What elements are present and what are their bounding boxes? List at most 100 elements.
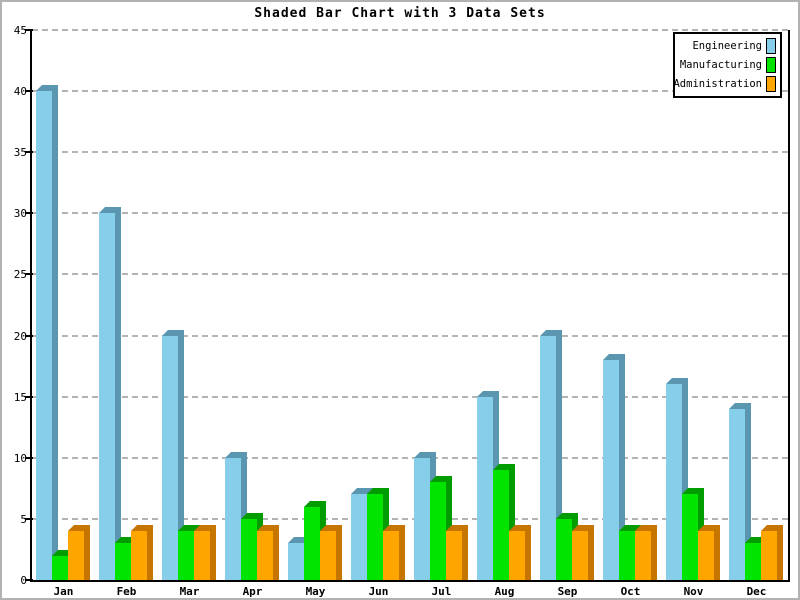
plot-right-border (788, 30, 790, 580)
bar-top-administration-jul (446, 525, 468, 531)
bar-top-engineering-jun (351, 488, 373, 494)
bar-top-administration-jan (68, 525, 90, 531)
bar-top-manufacturing-aug (493, 464, 515, 470)
y-tick-30 (25, 212, 33, 215)
bar-top-engineering-dec (729, 403, 751, 409)
legend-item-administration: Administration (673, 75, 776, 93)
bar-engineering-jun (351, 494, 367, 580)
bar-side-administration-jul (462, 525, 468, 580)
x-label-aug: Aug (494, 585, 515, 598)
y-tick-0 (25, 579, 33, 581)
bar-administration-feb (131, 531, 147, 580)
bar-manufacturing-mar (178, 531, 194, 580)
bar-side-administration-sep (588, 525, 594, 580)
y-tick-label-5: 5 (20, 512, 27, 526)
legend: Engineering Manufacturing Administration (673, 32, 782, 98)
bar-manufacturing-dec (745, 543, 761, 580)
bar-top-manufacturing-sep (556, 513, 578, 519)
bar-administration-apr (257, 531, 273, 580)
bar-side-administration-aug (525, 525, 531, 580)
bar-administration-jun (383, 531, 399, 580)
bar-administration-mar (194, 531, 210, 580)
bar-top-manufacturing-oct (619, 525, 641, 531)
bar-side-administration-oct (651, 525, 657, 580)
bar-top-manufacturing-may (304, 501, 326, 507)
y-tick-35 (25, 151, 33, 154)
bar-top-engineering-jan (36, 85, 58, 91)
y-tick-25 (25, 273, 33, 276)
bar-top-administration-jun (383, 525, 405, 531)
bar-top-engineering-nov (666, 378, 688, 384)
y-tick-label-15: 15 (13, 390, 27, 404)
y-tick-label-45: 45 (13, 24, 27, 37)
bar-top-administration-oct (635, 525, 657, 531)
gridline-30 (32, 212, 788, 215)
y-tick-label-30: 30 (13, 207, 27, 221)
y-tick-45 (25, 29, 33, 31)
bar-top-engineering-jul (414, 452, 436, 458)
x-label-may: May (305, 585, 326, 598)
bar-top-engineering-may (288, 537, 310, 543)
x-label-jun: Jun (368, 585, 389, 598)
y-tick-label-35: 35 (13, 146, 27, 160)
bar-administration-sep (572, 531, 588, 580)
bar-top-administration-aug (509, 525, 531, 531)
bar-manufacturing-aug (493, 470, 509, 580)
bar-top-administration-mar (194, 525, 216, 531)
x-label-oct: Oct (620, 585, 641, 598)
bar-administration-oct (635, 531, 651, 580)
bar-top-engineering-sep (540, 330, 562, 336)
bar-top-manufacturing-apr (241, 513, 263, 519)
bar-top-manufacturing-jan (52, 550, 74, 556)
y-tick-5 (25, 517, 33, 520)
bar-manufacturing-jun (367, 494, 383, 580)
bar-manufacturing-oct (619, 531, 635, 580)
bar-top-manufacturing-jun (367, 488, 389, 494)
bar-top-engineering-feb (99, 207, 121, 213)
bar-engineering-feb (99, 213, 115, 580)
bar-top-manufacturing-feb (115, 537, 137, 543)
bar-engineering-apr (225, 458, 241, 580)
y-tick-label-10: 10 (13, 451, 27, 465)
x-label-apr: Apr (242, 585, 263, 598)
legend-item-manufacturing: Manufacturing (677, 56, 776, 74)
bar-engineering-mar (162, 336, 178, 580)
bar-top-administration-feb (131, 525, 153, 531)
bar-top-administration-nov (698, 525, 720, 531)
bar-engineering-jan (36, 91, 52, 580)
bar-engineering-sep (540, 336, 556, 580)
bar-engineering-jul (414, 458, 430, 580)
chart-title: Shaded Bar Chart with 3 Data Sets (254, 6, 546, 21)
gridline-45 (32, 29, 788, 31)
bar-manufacturing-apr (241, 519, 257, 580)
x-label-jan: Jan (53, 585, 74, 598)
gridline-40 (32, 90, 788, 93)
x-label-feb: Feb (116, 585, 137, 598)
bar-engineering-oct (603, 360, 619, 580)
bar-top-administration-dec (761, 525, 783, 531)
bar-top-manufacturing-nov (682, 488, 704, 494)
y-tick-10 (25, 456, 33, 459)
bar-side-engineering-oct (619, 354, 625, 580)
bar-top-manufacturing-jul (430, 476, 452, 482)
bar-administration-dec (761, 531, 777, 580)
x-axis-line (30, 580, 790, 582)
gridline-15 (32, 395, 788, 398)
x-label-nov: Nov (683, 585, 704, 598)
bar-side-engineering-feb (115, 207, 121, 580)
bar-top-administration-sep (572, 525, 594, 531)
manufacturing-swatch (766, 57, 776, 73)
bar-manufacturing-may (304, 507, 320, 580)
bar-manufacturing-nov (682, 494, 698, 580)
bar-side-engineering-dec (745, 403, 751, 580)
legend-label-administration: Administration (673, 78, 762, 90)
y-tick-15 (25, 395, 33, 398)
bar-side-engineering-mar (178, 330, 184, 580)
bar-top-administration-apr (257, 525, 279, 531)
bar-top-manufacturing-mar (178, 525, 200, 531)
bar-top-engineering-mar (162, 330, 184, 336)
bar-side-engineering-jan (52, 85, 58, 580)
bar-side-administration-mar (210, 525, 216, 580)
administration-swatch (766, 76, 776, 92)
